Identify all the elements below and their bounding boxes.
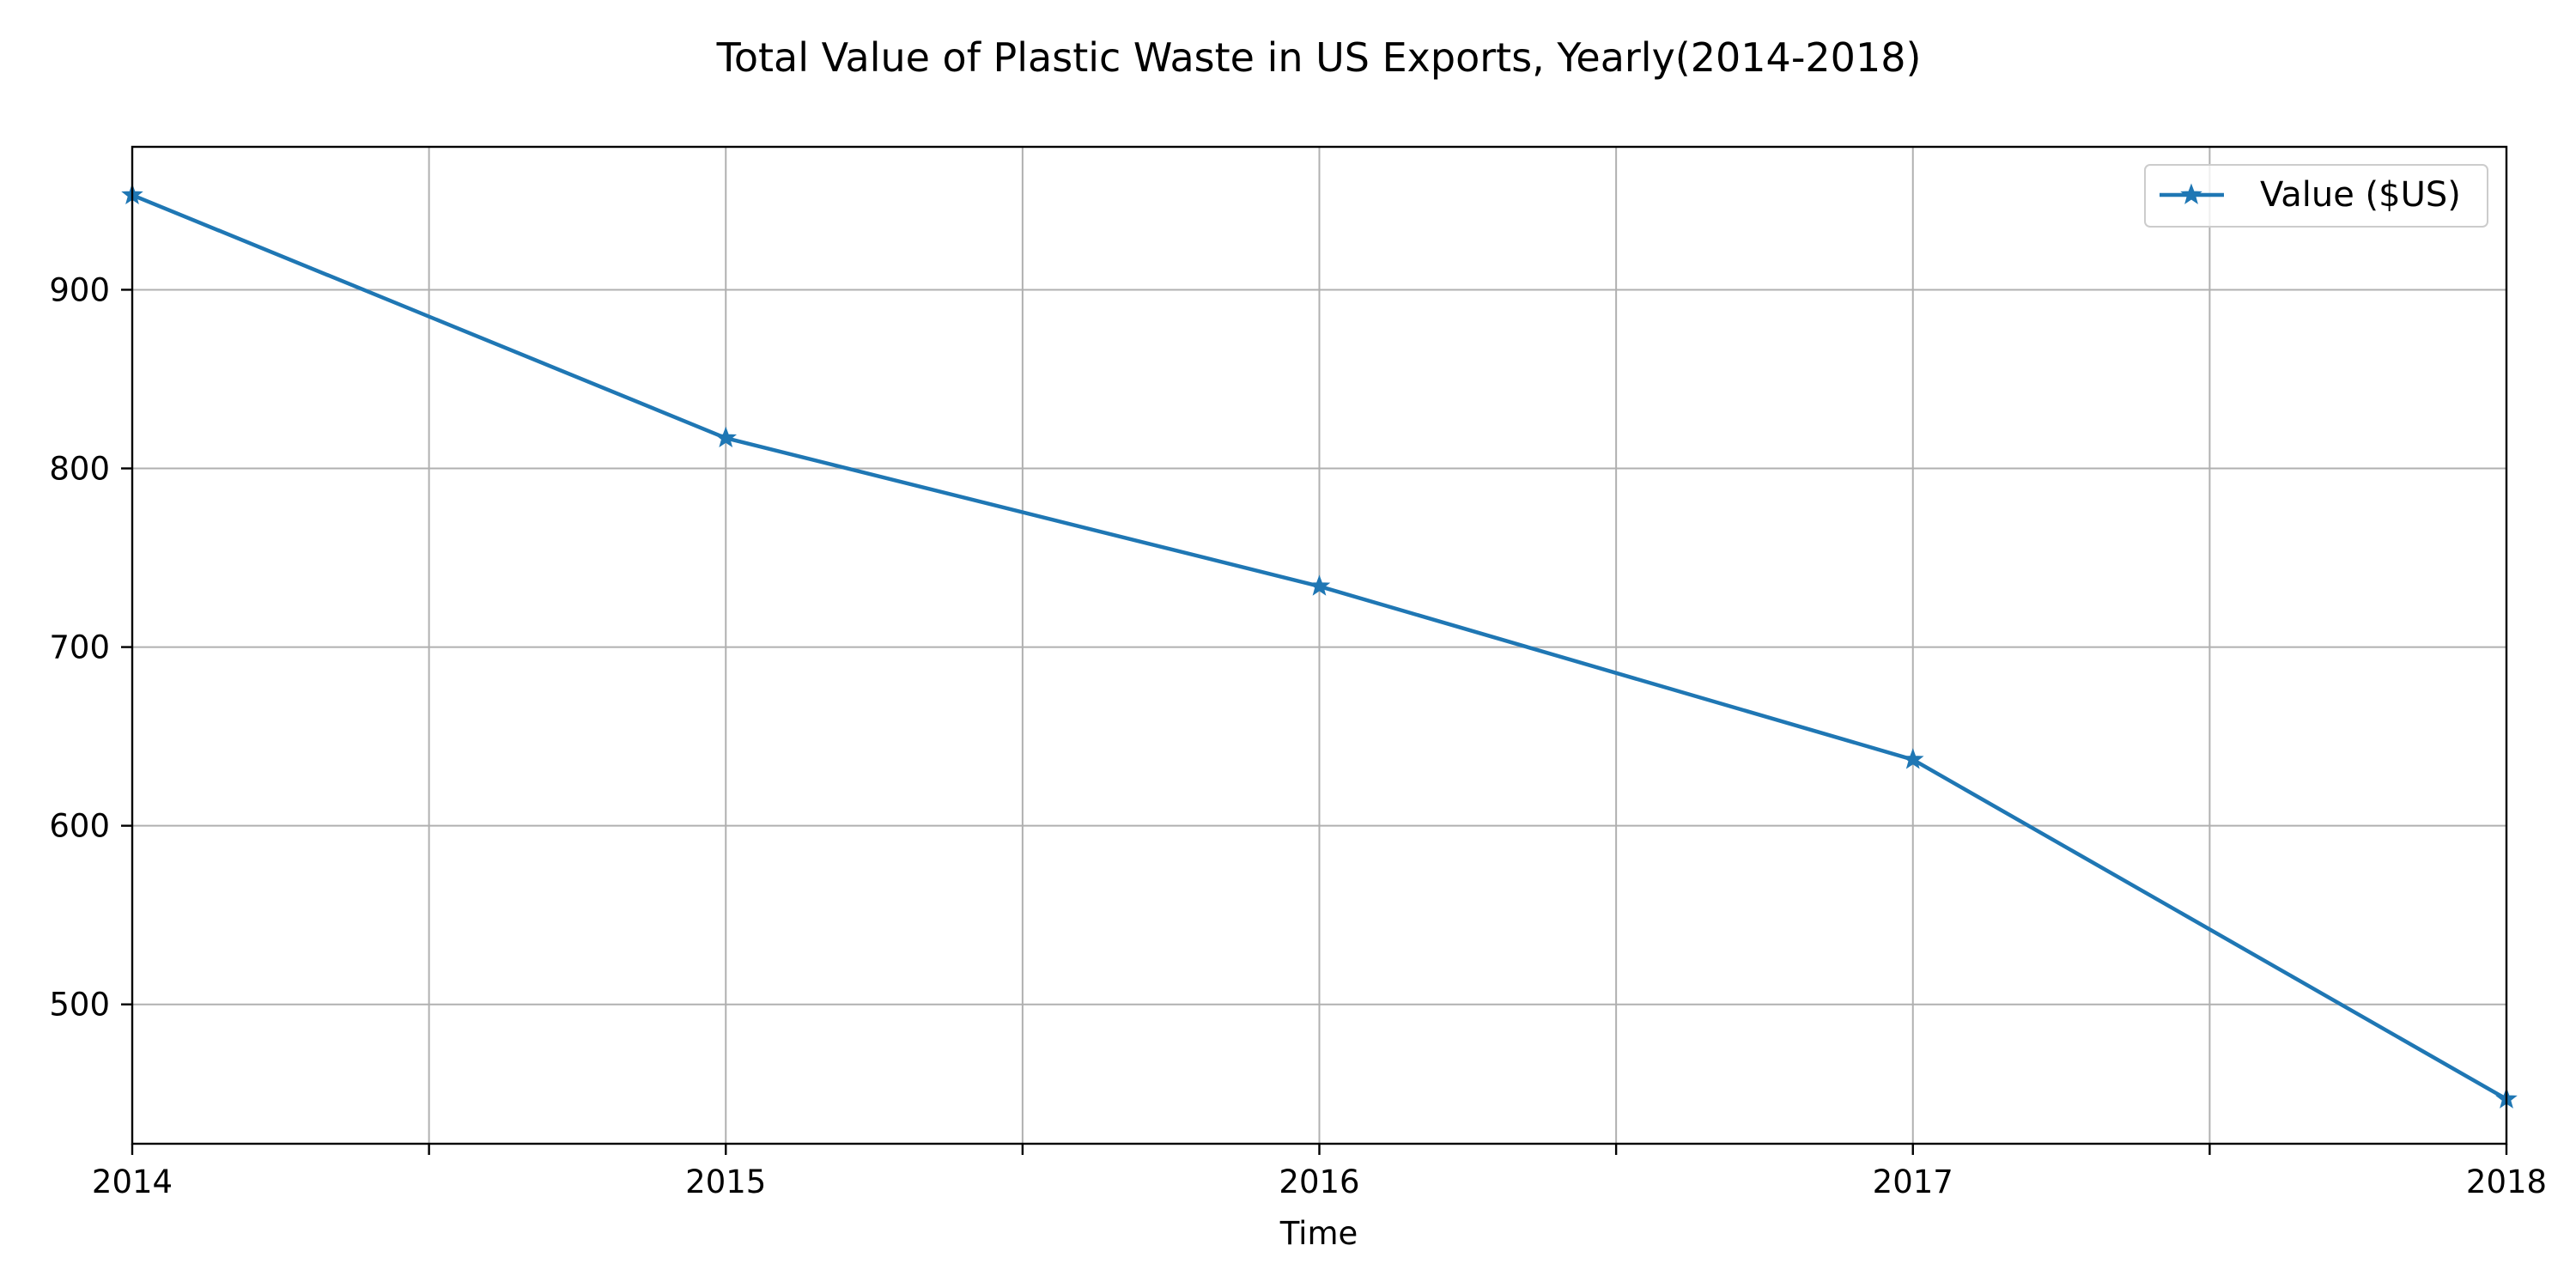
legend-label: Value ($US) xyxy=(2260,175,2461,215)
x-tick-label: 2015 xyxy=(685,1163,766,1200)
y-tick-label: 800 xyxy=(49,451,110,488)
legend-frame xyxy=(2144,164,2488,228)
legend-marker xyxy=(2180,183,2202,204)
x-tick-label: 2016 xyxy=(1279,1163,1359,1200)
data-point xyxy=(714,426,738,448)
chart-title: Total Value of Plastic Waste in US Expor… xyxy=(716,34,1922,81)
y-tick-label: 500 xyxy=(49,987,110,1024)
y-tick-label: 900 xyxy=(49,271,110,308)
x-tick-label: 2017 xyxy=(1873,1163,1953,1200)
x-tick-label: 2014 xyxy=(92,1163,173,1200)
data-point xyxy=(1901,748,1924,769)
x-axis-label: Time xyxy=(1279,1215,1358,1252)
x-tick-label: 2018 xyxy=(2466,1163,2547,1200)
gridlines xyxy=(131,147,2507,1144)
axis-ticks: 500 600 700 800 900 2014 2015 2016 2017 2018 xyxy=(49,271,2547,1200)
y-tick-label: 600 xyxy=(49,808,110,845)
data-point xyxy=(1308,574,1331,596)
legend: Value ($US) xyxy=(2144,164,2488,228)
y-tick-label: 700 xyxy=(49,629,110,666)
